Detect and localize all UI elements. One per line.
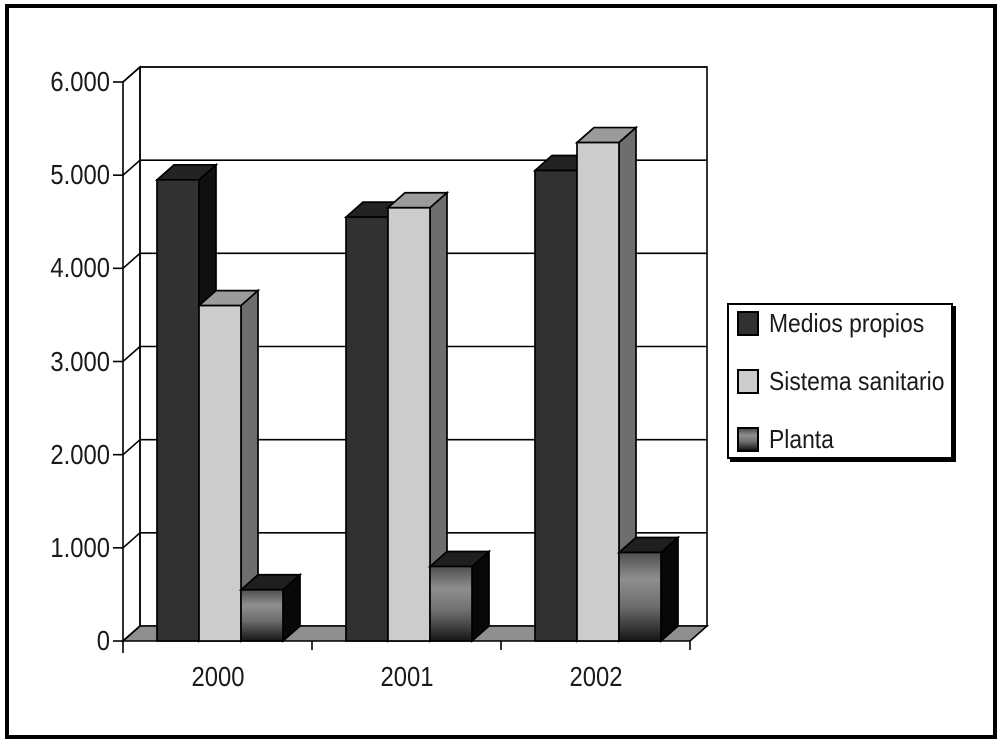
y-axis-tick-label: 3.000 xyxy=(50,345,110,377)
legend-swatch-planta xyxy=(737,426,759,452)
legend: Medios propios Sistema sanitario Planta xyxy=(727,303,953,459)
legend-item: Planta xyxy=(737,424,951,455)
legend-swatch-sistema-sanitario xyxy=(737,368,759,394)
x-axis-category-label: 2001 xyxy=(380,661,433,692)
y-axis-tick-label: 5.000 xyxy=(50,159,110,191)
legend-label: Sistema sanitario xyxy=(769,365,945,396)
y-axis-tick-label: 1.000 xyxy=(50,531,110,563)
legend-swatch-medios-propios xyxy=(737,310,759,336)
x-axis-category-label: 2002 xyxy=(569,661,622,692)
y-axis-tick-label: 6.000 xyxy=(50,66,110,97)
x-axis-category-label: 2000 xyxy=(191,661,244,692)
legend-item: Sistema sanitario xyxy=(737,366,951,397)
y-axis-tick-label: 2.000 xyxy=(50,438,110,470)
legend-item: Medios propios xyxy=(737,308,951,339)
y-axis-tick-label: 0 xyxy=(96,625,110,656)
legend-label: Planta xyxy=(769,423,834,454)
y-axis-tick-label: 4.000 xyxy=(50,252,110,284)
legend-label: Medios propios xyxy=(769,307,925,338)
